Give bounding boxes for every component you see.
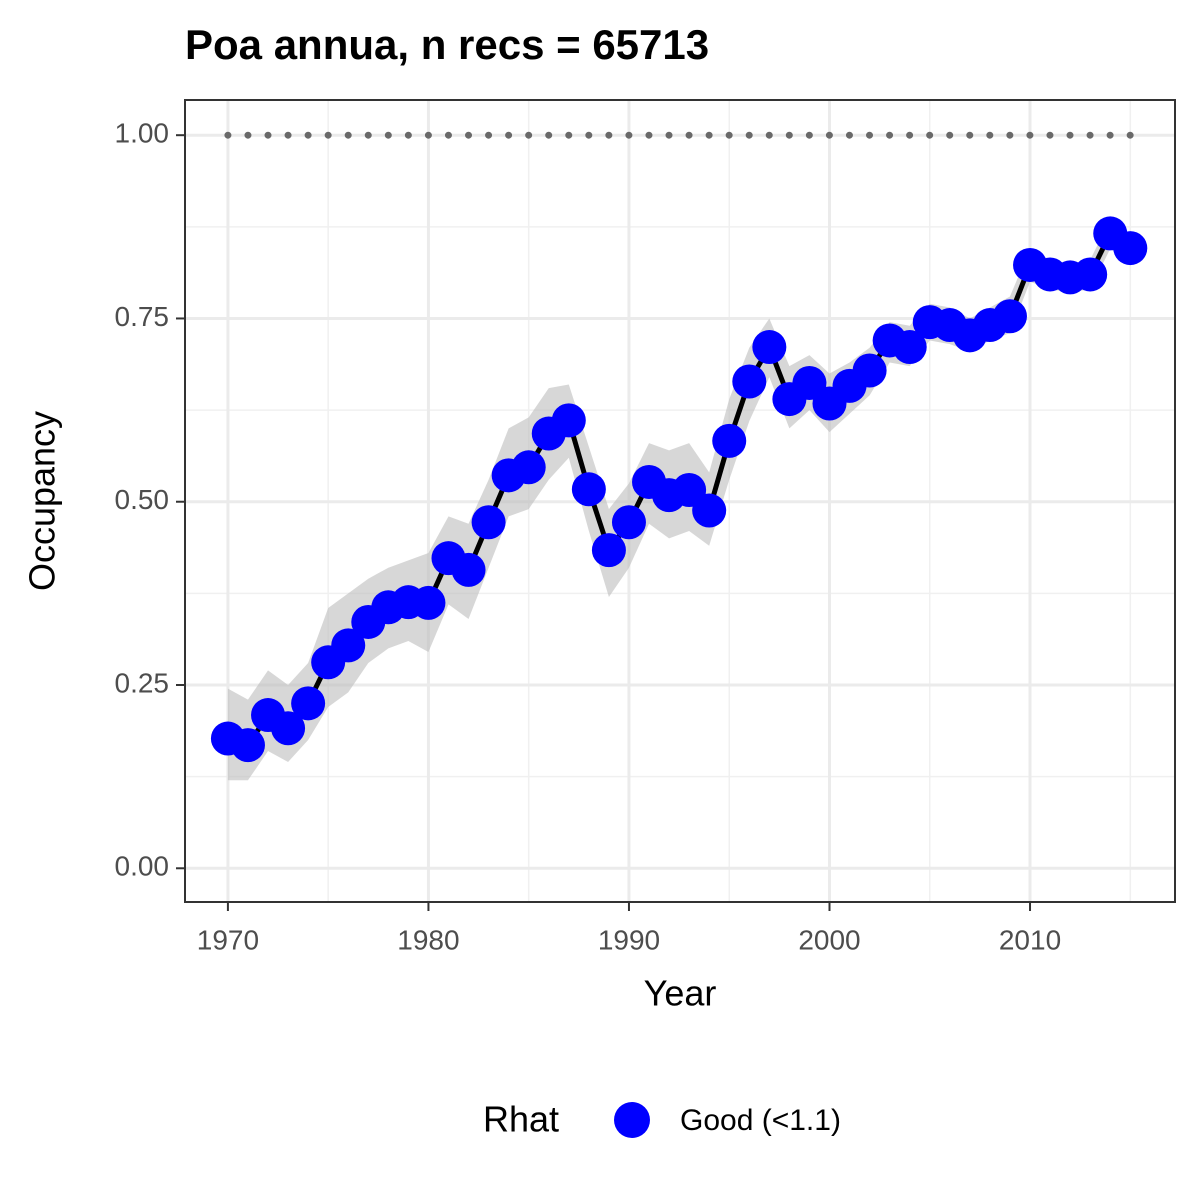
data-point [591,533,626,568]
legend-title: Rhat [483,1099,559,1140]
chart-title: Poa annua, n recs = 65713 [185,21,709,68]
y-axis-title: Occupancy [22,411,63,591]
data-point [892,330,927,365]
y-tick-label: 0.25 [115,667,170,698]
data-point [551,403,586,438]
y-tick-label: 0.50 [115,484,170,515]
x-axis-title: Year [644,973,717,1014]
legend-label: Good (<1.1) [680,1104,841,1137]
y-tick-label: 0.75 [115,301,170,332]
x-tick-label: 2000 [798,924,860,955]
x-tick-label: 1980 [397,924,459,955]
plot-border [184,99,1176,903]
x-tick-label: 1970 [197,924,259,955]
legend-marker [614,1102,650,1138]
data-point [1113,231,1148,266]
data-point [471,505,506,540]
data-point [852,353,887,388]
data-point [992,299,1027,334]
data-point [611,505,646,540]
y-tick-label: 1.00 [115,118,170,149]
data-point [1073,257,1108,292]
data-point [411,585,446,620]
data-point [752,330,787,365]
data-point [692,493,727,528]
data-point [291,686,326,721]
data-point [712,423,747,458]
data-point [732,364,767,399]
data-point [230,728,265,763]
data-point [331,628,366,663]
x-tick-label: 1990 [598,924,660,955]
data-point [451,552,486,587]
y-tick-label: 0.00 [115,851,170,882]
x-tick-label: 2010 [999,924,1061,955]
data-point [271,711,306,746]
data-point [511,450,546,485]
data-point [571,472,606,507]
